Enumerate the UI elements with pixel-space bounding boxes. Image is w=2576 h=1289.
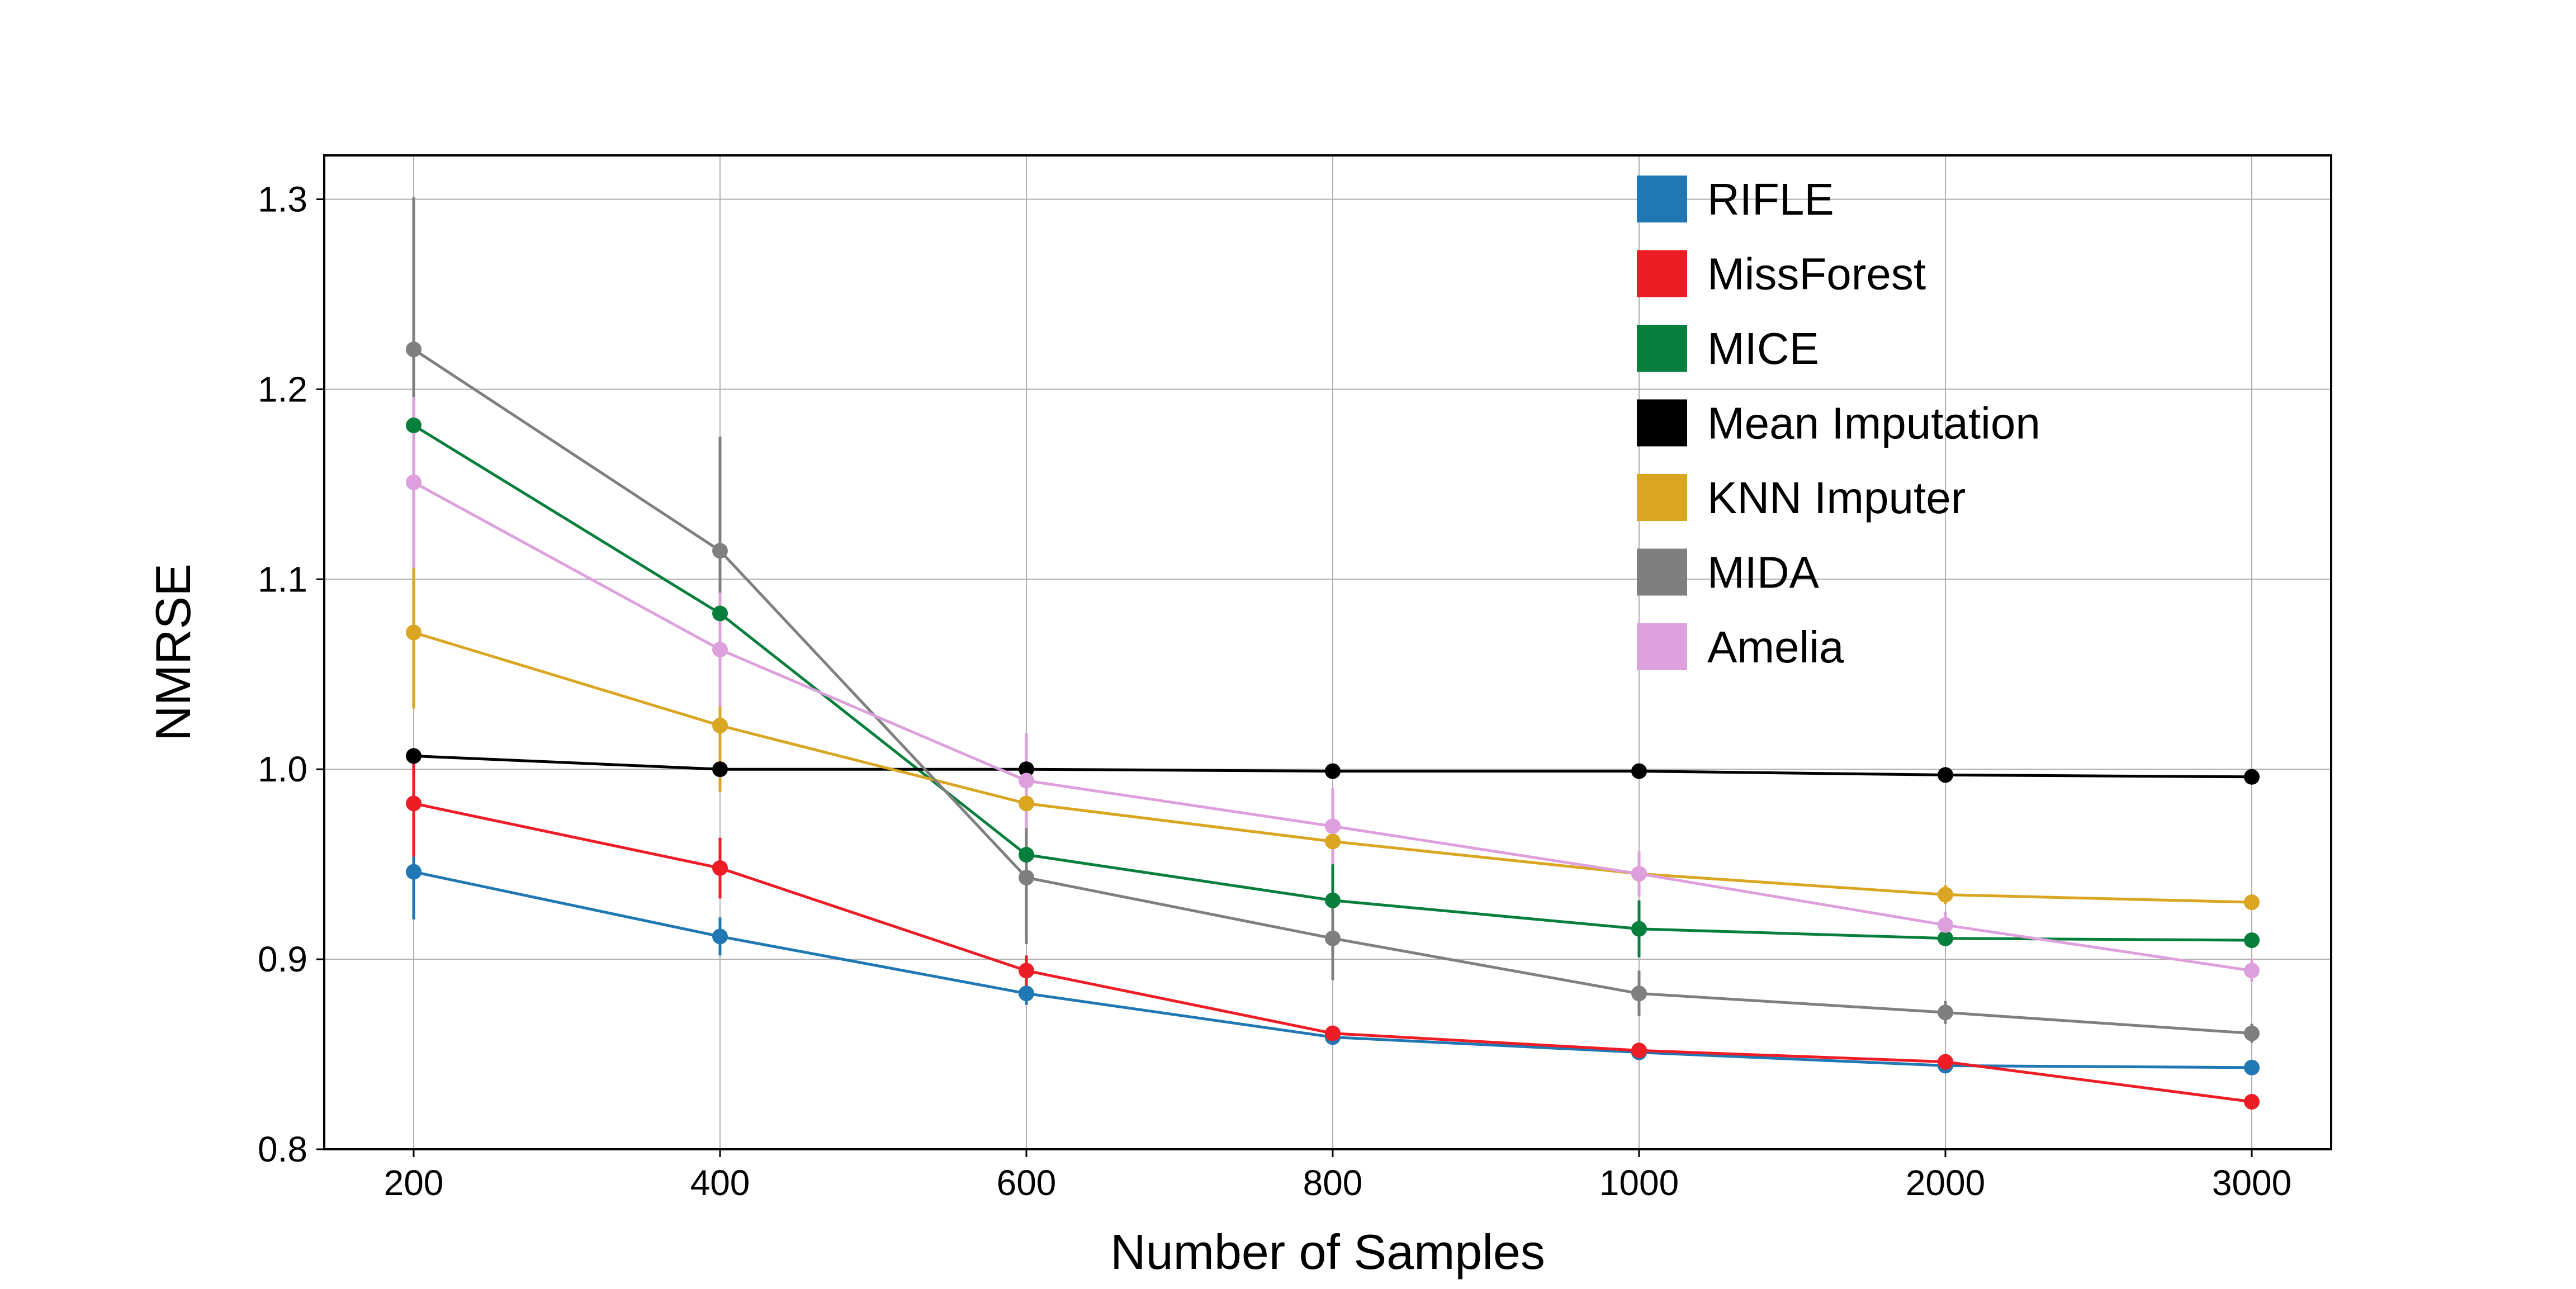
y-tick-label: 1.1 (258, 559, 307, 599)
data-point-knn-imputer (2244, 894, 2260, 911)
legend-label-mice: MICE (1707, 324, 1819, 373)
data-point-missforest (2244, 1094, 2260, 1110)
legend-label-knn-imputer: KNN Imputer (1707, 473, 1966, 523)
x-tick-label: 800 (1303, 1163, 1363, 1203)
y-tick-label: 0.9 (258, 939, 307, 979)
data-point-mean-imputation (1019, 761, 1034, 778)
data-point-amelia (1938, 917, 1953, 933)
data-point-mean-imputation (2244, 769, 2260, 785)
y-tick-label: 1.2 (258, 369, 307, 409)
data-point-mida (1325, 930, 1341, 946)
data-point-mice (2244, 932, 2260, 949)
legend-label-mean-imputation: Mean Imputation (1707, 399, 2040, 448)
data-point-amelia (1325, 818, 1341, 835)
data-point-mean-imputation (1938, 767, 1953, 783)
grid (324, 155, 2331, 1150)
legend-swatch-amelia (1637, 623, 1687, 670)
data-point-missforest (1019, 963, 1034, 979)
data-point-amelia (406, 474, 422, 490)
data-point-knn-imputer (1938, 887, 1953, 903)
x-tick-label: 400 (690, 1163, 750, 1203)
y-tick-label: 0.8 (258, 1129, 307, 1169)
data-point-knn-imputer (712, 718, 728, 734)
x-axis-label: Number of Samples (1110, 1224, 1545, 1279)
data-point-mice (406, 417, 422, 433)
legend-swatch-rifle (1637, 176, 1687, 222)
data-point-missforest (406, 795, 422, 812)
data-point-mida (406, 342, 422, 358)
legend: RIFLE MissForest MICE Mean Imputation KNN Im… (1637, 174, 2040, 672)
legend-swatch-knn-imputer (1637, 474, 1687, 521)
data-point-mice (1019, 847, 1034, 863)
data-point-missforest (1631, 1042, 1647, 1059)
data-point-knn-imputer (1019, 795, 1034, 812)
legend-swatch-mida (1637, 548, 1687, 596)
legend-swatch-missforest (1637, 250, 1687, 297)
data-point-mean-imputation (406, 748, 422, 764)
legend-swatch-mice (1637, 325, 1687, 372)
x-tick-label: 200 (384, 1163, 444, 1203)
legend-label-missforest: MissForest (1707, 249, 1926, 299)
y-tick-label: 1.0 (258, 749, 307, 789)
data-point-mean-imputation (1631, 763, 1647, 779)
y-tick-label: 1.3 (258, 179, 307, 220)
data-point-missforest (712, 860, 728, 876)
data-point-mice (1325, 892, 1341, 908)
data-points (406, 342, 2260, 1110)
x-tick-label: 2000 (1906, 1163, 1985, 1203)
data-point-mice (1938, 930, 1953, 946)
data-point-mida (2244, 1025, 2260, 1041)
data-point-mida (712, 543, 728, 559)
data-point-amelia (712, 642, 728, 658)
data-point-rifle (2244, 1059, 2260, 1075)
data-point-mida (1019, 869, 1034, 885)
x-tick-label: 3000 (2212, 1163, 2291, 1203)
data-point-amelia (1019, 773, 1034, 789)
data-point-rifle (406, 864, 422, 880)
legend-label-amelia: Amelia (1707, 622, 1844, 672)
data-point-mida (1631, 985, 1647, 1002)
data-point-rifle (712, 928, 728, 945)
legend-swatch-mean-imputation (1637, 399, 1687, 447)
data-point-amelia (1631, 866, 1647, 882)
plot-frame (323, 154, 2332, 1150)
legend-label-mida: MIDA (1707, 548, 1820, 598)
x-tick-label: 1000 (1599, 1163, 1679, 1203)
data-point-mean-imputation (712, 761, 728, 778)
data-point-missforest (1938, 1054, 1953, 1070)
data-point-rifle (1019, 985, 1034, 1002)
data-point-amelia (2244, 963, 2260, 979)
data-point-missforest (1325, 1025, 1341, 1041)
data-point-knn-imputer (1325, 833, 1341, 850)
legend-label-rifle: RIFLE (1707, 174, 1834, 224)
y-axis-label: NMRSE (145, 563, 201, 741)
data-point-mice (712, 605, 728, 622)
data-point-mean-imputation (1325, 763, 1341, 779)
data-point-knn-imputer (406, 624, 422, 641)
data-point-mida (1938, 1004, 1953, 1021)
data-point-mice (1631, 921, 1647, 937)
x-tick-label: 600 (997, 1163, 1057, 1203)
axis-ticks: 200 400 600 800 1000 2000 3000 0.8 0.9 1.0 1.1 1.2 1… (258, 179, 2291, 1203)
